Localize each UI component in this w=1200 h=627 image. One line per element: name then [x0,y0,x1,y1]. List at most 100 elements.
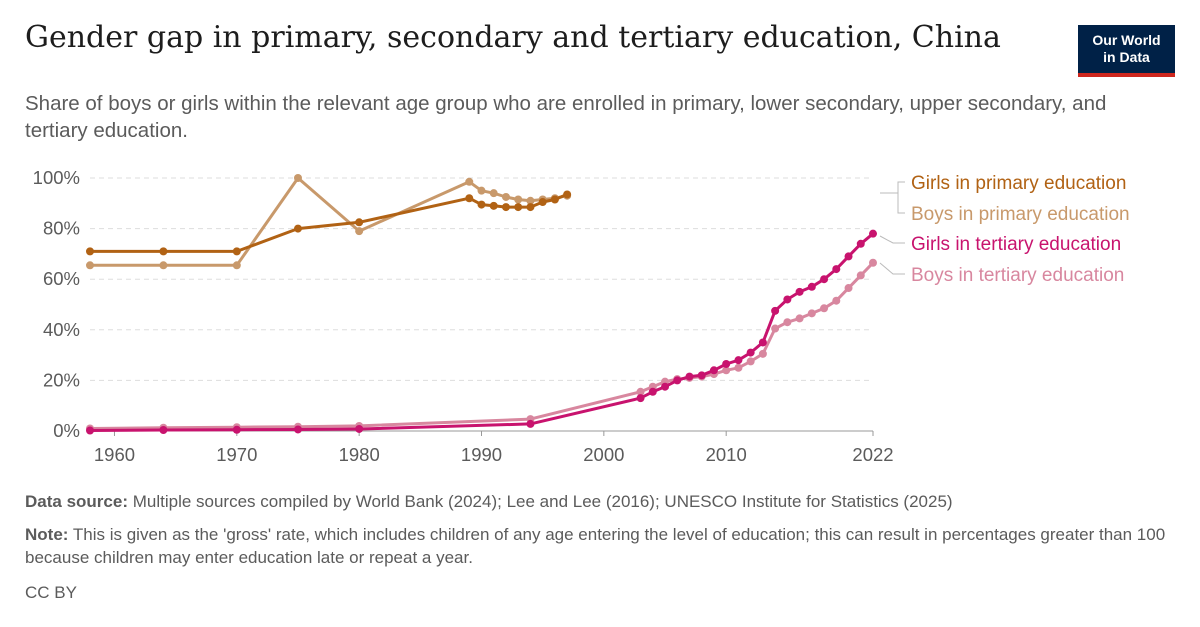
legend-label: Girls in tertiary education [911,234,1121,255]
x-tick-label: 1980 [339,444,380,465]
y-tick-label: 40% [43,319,80,340]
boys-in-primary-education-point [232,261,241,270]
girls-in-tertiary-education-point [758,338,767,347]
legend-connector [880,181,905,214]
boys-in-primary-education-point [86,261,94,270]
chart-subtitle: Share of boys or girls within the releva… [25,92,1107,142]
boys-in-tertiary-education-point [734,363,743,372]
boys-in-primary-education-point [477,186,486,195]
girls-in-primary-education-point [477,200,486,209]
boys-in-tertiary-education-line [88,261,875,430]
girls-in-tertiary-education-point [685,372,694,381]
girls-in-tertiary-education-point [856,239,865,248]
y-tick-label: 100% [33,167,80,188]
owid-logo[interactable]: Our World in Data [1078,25,1175,77]
girls-in-tertiary-education-point [869,229,877,238]
girls-in-tertiary-education-point [355,424,364,433]
data-source: Data source: Multiple sources compiled b… [25,490,953,513]
girls-in-tertiary-education-point [159,425,168,434]
y-tick-label: 20% [43,369,80,390]
girls-in-primary-education-point [86,247,94,256]
x-tick-label: 2010 [706,444,747,465]
boys-in-tertiary-education-point [722,366,731,375]
girls-in-primary-education-point [501,203,510,212]
boys-in-tertiary-education-point [869,258,877,267]
boys-in-tertiary-education-point [832,296,841,305]
girls-in-primary-education-point [526,203,535,212]
girls-in-primary-education-point [159,247,168,256]
legend-connector [879,262,905,275]
x-tick-label: 1990 [461,444,502,465]
girls-in-tertiary-education-point [734,356,743,365]
boys-in-tertiary-education-point [636,387,645,396]
girls-in-primary-education-point [550,195,559,204]
boys-in-tertiary-education-point [783,318,792,327]
girls-in-tertiary-education-point [820,275,829,284]
legend-label: Boys in primary education [911,204,1130,225]
series-layer [86,174,877,435]
y-tick-label: 0% [53,420,80,441]
chart-title: Gender gap in primary, secondary and ter… [25,20,1001,55]
girls-in-tertiary-education-line [88,232,875,432]
boys-in-tertiary-education-point [795,314,804,323]
x-tick-label: 2022 [852,444,893,465]
girls-in-tertiary-education-point [526,419,535,428]
girls-in-tertiary-education-point [86,426,94,435]
girls-in-primary-education-point [232,247,241,256]
girls-in-tertiary-education-point [783,295,792,304]
girls-in-tertiary-education-point [232,425,241,434]
x-tick-label: 2000 [583,444,624,465]
girls-in-tertiary-education-point [709,366,718,375]
boys-in-tertiary-education-point [758,349,767,358]
girls-in-primary-education-point [514,203,523,212]
logo-line-2: in Data [1103,49,1150,65]
girls-in-primary-education-point [538,198,547,207]
grid-layer [90,177,873,432]
girls-in-tertiary-education-point [844,252,853,261]
y-tick-label: 60% [43,268,80,289]
boys-in-tertiary-education-point [844,284,853,293]
boys-in-primary-education-point [293,174,302,182]
boys-in-tertiary-education-point [807,309,816,318]
girls-in-tertiary-education-point [697,371,706,380]
girls-in-tertiary-education-point [293,425,302,434]
boys-in-primary-education-point [355,227,364,236]
girls-in-tertiary-education-point [661,382,670,391]
x-tick-label: 1960 [94,444,135,465]
note-label: Note: [25,525,69,544]
boys-in-primary-education-point [501,192,510,201]
girls-in-tertiary-education-point [807,282,816,291]
source-label: Data source: [25,492,128,511]
legend-connector [879,235,905,244]
boys-in-tertiary-education-point [856,271,865,280]
logo-line-1: Our World [1092,32,1161,48]
boys-in-primary-education-point [489,189,498,198]
boys-in-tertiary-education-point [771,324,780,333]
girls-in-tertiary-education-point [636,394,645,403]
boys-in-primary-education-point [514,195,523,204]
boys-in-primary-education-point [526,196,535,205]
axis-layer: 0% 20% 40% 60% 80% 100% 1960 1970 1980 1990 2000 20… [33,167,894,465]
girls-in-tertiary-education-point [722,359,731,368]
girls-in-primary-education-point [489,201,498,210]
girls-in-primary-education-point [355,218,364,227]
boys-in-tertiary-education-point [746,357,755,366]
legend-label: Girls in primary education [911,173,1126,194]
note-text: This is given as the 'gross' rate, which… [25,525,1166,567]
y-tick-label: 80% [43,218,80,239]
girls-in-tertiary-education-point [648,387,657,396]
girls-in-tertiary-education-point [771,306,780,315]
legend-layer: Girls in primary education Boys in primar… [879,173,1130,286]
girls-in-primary-education-point [465,194,474,203]
boys-in-primary-education-point [465,177,474,186]
chart-note: Note: This is given as the 'gross' rate,… [25,523,1175,569]
girls-in-primary-education-point [293,224,302,233]
boys-in-tertiary-education-point [820,304,829,313]
girls-in-tertiary-education-point [832,265,841,274]
boys-in-primary-education-point [159,261,168,270]
license[interactable]: CC BY [25,583,77,602]
girls-in-tertiary-education-point [746,348,755,357]
x-tick-label: 1970 [216,444,257,465]
legend-label: Boys in tertiary education [911,265,1124,286]
